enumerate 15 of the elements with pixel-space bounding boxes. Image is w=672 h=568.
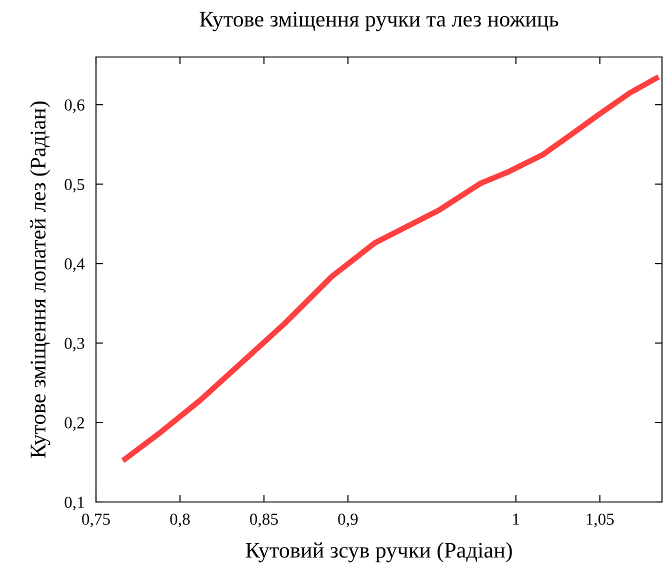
x-tick-label: 0,75 [82, 514, 110, 528]
y-axis-title: Кутове зміщення лопатей лез (Радіан) [30, 101, 50, 458]
x-tick-label: 0,85 [250, 514, 278, 528]
y-tick-label: 0,4 [64, 258, 85, 272]
chart-title: Кутове зміщення ручки та лез ножиць [200, 12, 558, 32]
y-tick-label: 0,6 [64, 99, 84, 114]
y-tick-label: 0,1 [64, 496, 84, 510]
y-tick-label: 0,5 [64, 178, 84, 192]
y-tick-label: 0,3 [64, 338, 84, 352]
x-axis-title: Кутовий зсув ручки (Радіан) [246, 542, 512, 562]
x-tick-label: 0,8 [170, 514, 190, 528]
x-tick-label: 0,9 [338, 514, 358, 528]
x-tick-label: 1,05 [586, 514, 614, 528]
y-tick-label: 0,2 [64, 417, 84, 431]
x-tick-label: 1 [513, 514, 520, 525]
